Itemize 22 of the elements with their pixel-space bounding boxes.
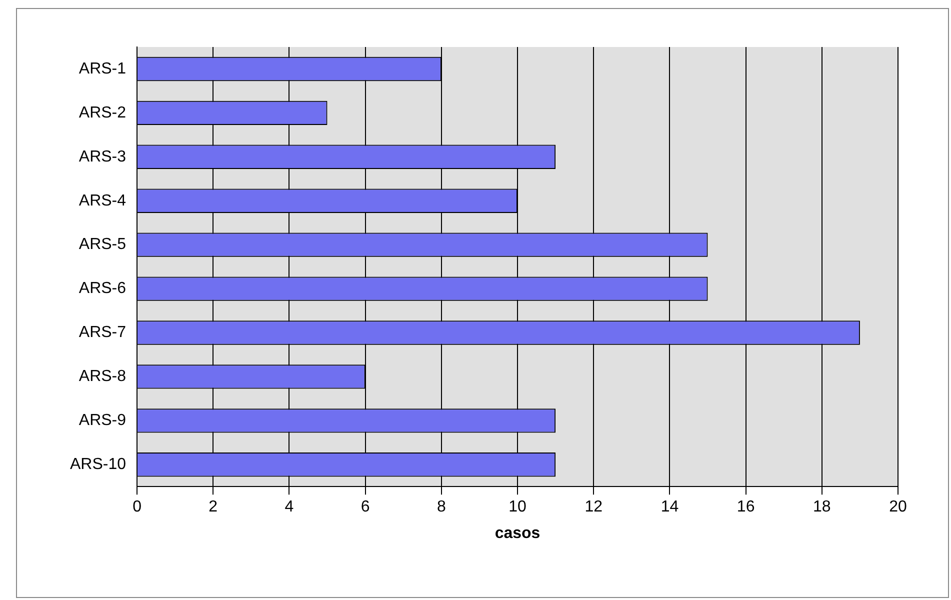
x-tick-label: 12	[584, 498, 603, 516]
y-tick-label: ARS-7	[78, 324, 126, 342]
x-tick-label: 0	[132, 498, 142, 516]
x-tick-label: 4	[284, 498, 294, 516]
y-tick-label: ARS-4	[78, 192, 126, 210]
x-tick-label: 10	[508, 498, 527, 516]
y-tick-label: ARS-6	[78, 280, 126, 298]
x-tick-label: 2	[208, 498, 218, 516]
y-tick-label: ARS-5	[78, 236, 126, 254]
y-tick-label: ARS-2	[78, 104, 126, 122]
x-tick-label: 8	[436, 498, 446, 516]
y-tick-label: ARS-9	[78, 412, 126, 430]
y-tick-label: ARS-3	[78, 148, 126, 166]
x-tick-label: 16	[736, 498, 755, 516]
y-tick-label: ARS-1	[78, 60, 126, 78]
x-tick-label: 6	[360, 498, 370, 516]
x-tick-label: 20	[889, 498, 907, 516]
y-tick-label: ARS-8	[78, 368, 126, 386]
y-tick-label: ARS-10	[70, 456, 126, 474]
x-tick-label: 14	[660, 498, 679, 516]
x-axis-title: casos	[494, 524, 540, 542]
x-tick-label: 18	[813, 498, 831, 516]
